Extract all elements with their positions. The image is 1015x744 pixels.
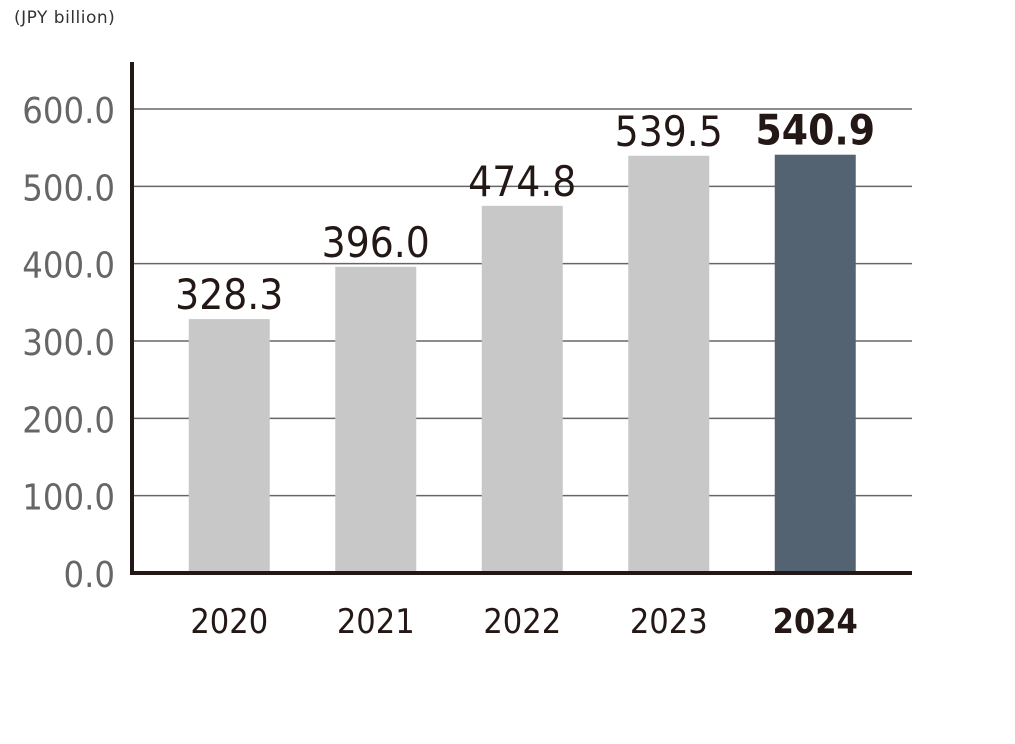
y-tick-label: 100.0 — [22, 478, 115, 519]
y-tick-label: 500.0 — [22, 168, 115, 209]
labels: 0.0 100.0 200.0 300.0 400.0 500.0 600.0 328.3 20… — [22, 91, 875, 642]
bar-2020 — [188, 319, 270, 573]
x-tick-label-2020: 2020 — [190, 602, 268, 642]
axes — [130, 62, 912, 575]
bar-2021 — [335, 266, 417, 573]
y-tick-label: 600.0 — [22, 91, 115, 132]
y-tick-label: 400.0 — [22, 246, 115, 287]
value-label-2021: 396.0 — [322, 218, 430, 267]
value-label-2020: 328.3 — [175, 270, 283, 319]
x-tick-label-2022: 2022 — [483, 602, 561, 642]
x-tick-label-2021: 2021 — [337, 602, 415, 642]
value-label-2022: 474.8 — [468, 157, 576, 206]
x-tick-label-2024: 2024 — [773, 602, 858, 642]
bar-2024 — [774, 154, 856, 574]
bar-2023 — [628, 155, 710, 573]
value-label-2023: 539.5 — [615, 107, 723, 156]
bar-2022 — [481, 205, 563, 573]
value-label-2024: 540.9 — [755, 106, 875, 155]
y-tick-label: 0.0 — [64, 555, 116, 596]
x-tick-label-2023: 2023 — [630, 602, 708, 642]
bars — [188, 154, 856, 574]
y-tick-label: 200.0 — [22, 400, 115, 441]
y-tick-label: 300.0 — [22, 323, 115, 364]
y-axis-unit-label: (JPY billion) — [14, 8, 116, 28]
